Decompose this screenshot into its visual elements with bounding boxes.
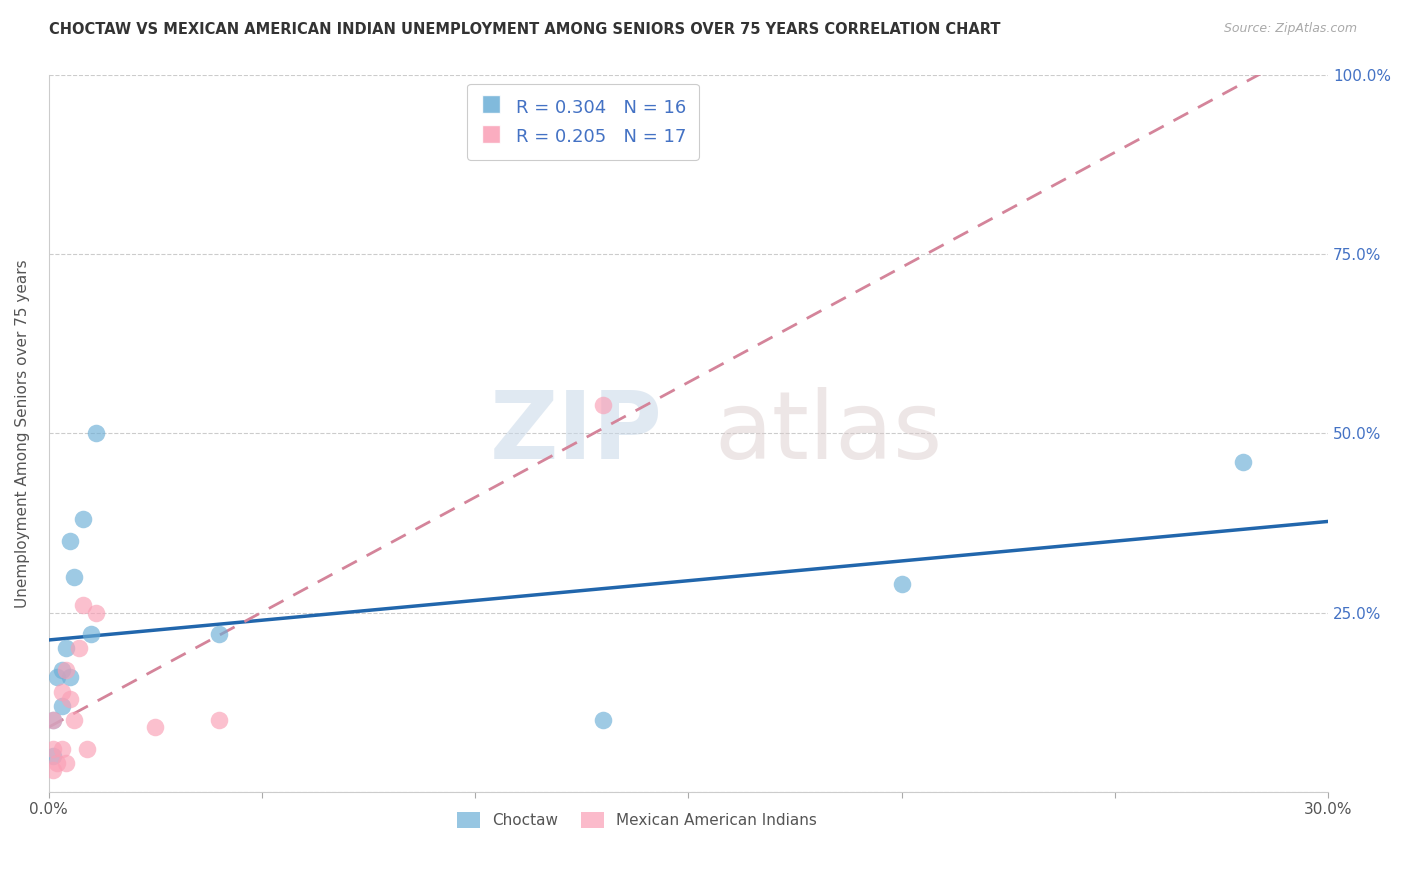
Point — [72, 599, 94, 613]
Point — [46, 670, 69, 684]
Text: ZIP: ZIP — [489, 387, 662, 479]
Point — [208, 713, 231, 727]
Point — [592, 398, 614, 412]
Point — [42, 713, 65, 727]
Point — [42, 764, 65, 778]
Point — [80, 627, 103, 641]
Point — [51, 742, 73, 756]
Point — [72, 512, 94, 526]
Text: atlas: atlas — [714, 387, 942, 479]
Text: Source: ZipAtlas.com: Source: ZipAtlas.com — [1223, 22, 1357, 36]
Point — [890, 577, 912, 591]
Point — [51, 663, 73, 677]
Point — [59, 691, 82, 706]
Point — [55, 641, 77, 656]
Y-axis label: Unemployment Among Seniors over 75 years: Unemployment Among Seniors over 75 years — [15, 259, 30, 607]
Text: CHOCTAW VS MEXICAN AMERICAN INDIAN UNEMPLOYMENT AMONG SENIORS OVER 75 YEARS CORR: CHOCTAW VS MEXICAN AMERICAN INDIAN UNEMP… — [49, 22, 1001, 37]
Point — [592, 713, 614, 727]
Point — [208, 627, 231, 641]
Point — [59, 533, 82, 548]
Point — [42, 713, 65, 727]
Point — [84, 426, 107, 441]
Point — [51, 698, 73, 713]
Point — [63, 570, 86, 584]
Point — [55, 663, 77, 677]
Point — [63, 713, 86, 727]
Legend: Choctaw, Mexican American Indians: Choctaw, Mexican American Indians — [451, 806, 824, 835]
Point — [67, 641, 90, 656]
Point — [145, 720, 167, 734]
Point — [51, 684, 73, 698]
Point — [84, 606, 107, 620]
Point — [55, 756, 77, 771]
Point — [76, 742, 98, 756]
Point — [46, 756, 69, 771]
Point — [42, 742, 65, 756]
Point — [59, 670, 82, 684]
Point — [42, 749, 65, 764]
Point — [1232, 455, 1254, 469]
